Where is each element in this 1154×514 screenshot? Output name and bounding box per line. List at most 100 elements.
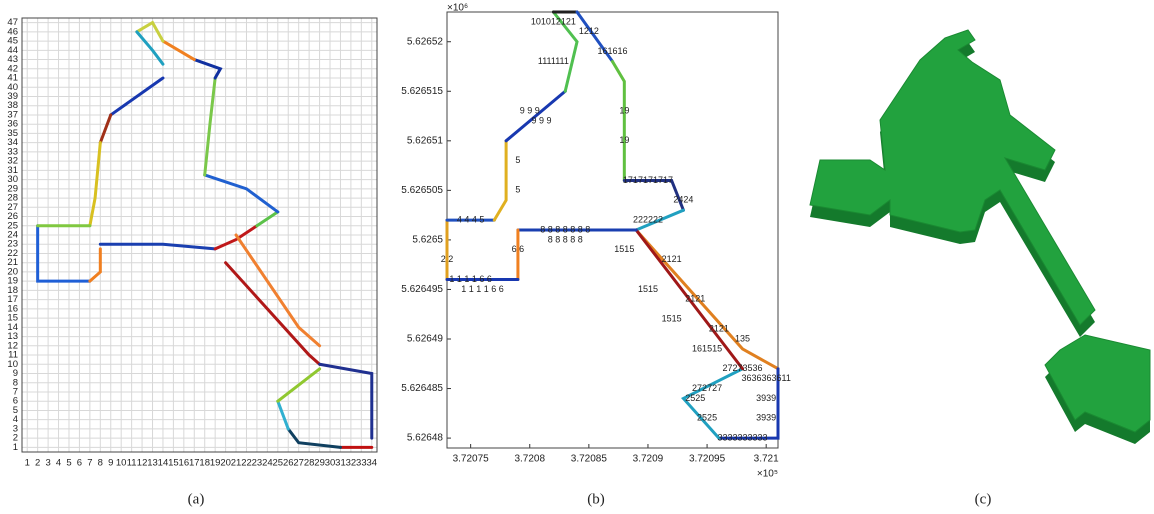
annotation: 2121 (685, 294, 705, 304)
annotation: 2 2 (441, 254, 454, 264)
annotation: 1111111 (538, 56, 569, 66)
annotation: 161515 (692, 343, 722, 353)
y-multiplier: ×10⁶ (447, 3, 468, 14)
annotation: 1 1 1 1 6 6 (449, 274, 492, 284)
x-tick-label: 15 (168, 458, 179, 469)
y-tick-label: 5.62651 (407, 135, 444, 146)
x-tick-label: 27 (293, 458, 304, 469)
annotation: 101012121 (531, 16, 576, 26)
caption: (a) (188, 491, 205, 507)
y-tick-label: 5.62649 (407, 334, 444, 345)
x-tick-label: 33 (356, 458, 367, 469)
x-tick-label: 8 (98, 458, 103, 469)
annotation: 2525 (685, 393, 705, 403)
route-line (205, 78, 215, 175)
annotation: 6 6 (512, 244, 525, 254)
x-tick-label: 4 (56, 458, 61, 469)
y-tick-label: 5.6265 (412, 235, 443, 246)
y-tick-label: 5.626505 (401, 185, 443, 196)
route-line (90, 143, 100, 226)
x-tick-label: 18 (199, 458, 210, 469)
annotation: 3939 (756, 413, 776, 423)
annotation: 9 9 9 (520, 105, 540, 115)
x-tick-label: 20 (220, 458, 231, 469)
x-tick-label: 29 (314, 458, 325, 469)
annotation: 161616 (597, 46, 627, 56)
annotation: 8 8 8 8 8 (548, 234, 583, 244)
x-tick-label: 23 (252, 458, 263, 469)
x-tick-label: 1 (25, 458, 30, 469)
x-tick-label: 9 (108, 458, 113, 469)
annotation: 5 (515, 155, 520, 165)
x-tick-label: 13 (147, 458, 158, 469)
x-tick-label: 2 (35, 458, 40, 469)
x-tick-label: 3.7209 (633, 454, 664, 465)
x-tick-label: 3.72095 (689, 454, 726, 465)
annotation: 19 (619, 105, 629, 115)
annotation: 4 4 4 5 (457, 214, 485, 224)
figure: (a) (b) (c) 1234567891011121314151617181… (0, 0, 1154, 514)
x-tick-label: 16 (179, 458, 190, 469)
x-tick-label: 19 (210, 458, 221, 469)
x-tick-label: 3.7208 (514, 454, 545, 465)
annotation: 3636363611 (741, 373, 790, 383)
annotation: 1515 (662, 314, 682, 324)
annotation: 19 (619, 135, 629, 145)
x-tick-label: 21 (231, 458, 242, 469)
x-tick-label: 3.721 (754, 454, 779, 465)
x-tick-label: 3.72085 (571, 454, 608, 465)
x-tick-label: 32 (346, 458, 357, 469)
panel-c-shape (810, 30, 1150, 444)
annotation: 1 1 1 1 6 6 (461, 284, 504, 294)
annotation: 2525 (697, 413, 717, 423)
caption: (c) (975, 491, 992, 507)
route-line (226, 263, 320, 365)
y-tick-label: 5.62652 (407, 36, 444, 47)
annotation: 8 8 8 8 8 8 8 (540, 224, 590, 234)
x-multiplier: ×10⁵ (757, 469, 778, 480)
x-tick-label: 7 (87, 458, 92, 469)
route-line (100, 244, 215, 249)
route-line (100, 115, 110, 143)
annotation: 5 (515, 185, 520, 195)
annotation: 222222 (633, 214, 663, 224)
x-tick-label: 14 (158, 458, 169, 469)
annotation: 3333333333 (718, 432, 768, 442)
y-tick-label: 5.626485 (401, 383, 443, 394)
x-tick-label: 26 (283, 458, 294, 469)
annotation: 1515 (614, 244, 634, 254)
annotation: 27273536 (723, 363, 763, 373)
y-tick-label: 5.626495 (401, 284, 443, 295)
route-line (205, 175, 278, 212)
y-tick-label: 5.62648 (407, 433, 444, 444)
annotation: 272727 (692, 383, 722, 393)
route-line (494, 141, 506, 220)
annotation: 2424 (673, 195, 693, 205)
x-tick-label: 25 (273, 458, 284, 469)
caption: (b) (587, 491, 605, 507)
annotation: 2121 (709, 323, 729, 333)
annotation: 3939 (756, 393, 776, 403)
x-tick-label: 11 (127, 458, 137, 469)
x-tick-label: 34 (366, 458, 377, 469)
x-tick-label: 24 (262, 458, 273, 469)
route-line (683, 369, 742, 438)
arrow-top (1045, 335, 1150, 432)
annotation: 1212 (579, 26, 599, 36)
x-tick-label: 10 (116, 458, 127, 469)
route-line (278, 401, 288, 429)
x-tick-label: 31 (335, 458, 346, 469)
x-tick-label: 17 (189, 458, 200, 469)
x-tick-label: 30 (325, 458, 336, 469)
x-tick-label: 6 (77, 458, 82, 469)
y-tick-label: 47 (7, 17, 18, 28)
x-tick-label: 3 (45, 458, 50, 469)
annotation: 1515 (638, 284, 658, 294)
x-tick-label: 5 (66, 458, 71, 469)
annotation: 135 (735, 333, 750, 343)
x-tick-label: 12 (137, 458, 148, 469)
x-tick-label: 3.72075 (453, 454, 490, 465)
annotation: 1717171717 (623, 175, 673, 185)
x-tick-label: 22 (241, 458, 252, 469)
annotation: 9 9 9 (532, 115, 552, 125)
